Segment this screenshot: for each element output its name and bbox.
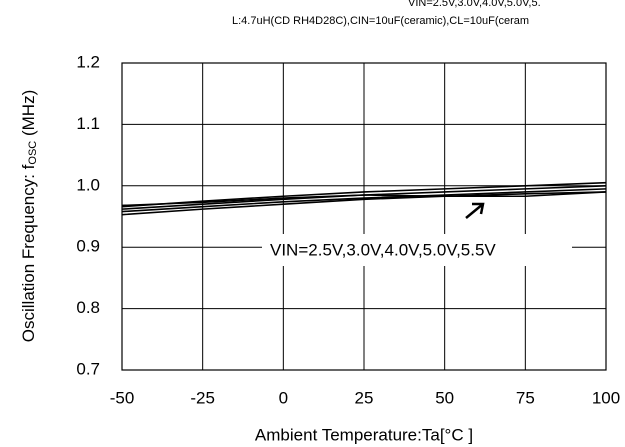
data-line [121,191,607,207]
y-axis-label: Oscillation Frequency: fOSC (MHz) [19,90,38,342]
y-tick-label: 0.8 [76,298,100,317]
data-line [121,191,607,216]
x-tick-label: -25 [190,388,215,407]
plot-frame [121,62,607,371]
y-tick-label: 1.1 [76,114,100,133]
annotation-box [262,234,572,266]
subtitle: VIN=2.5V,3.0V,4.0V,5.0V,5. [408,0,541,9]
arrow [465,202,485,219]
y-label-part: (MHz) [19,90,38,141]
x-tick-label: 100 [592,388,620,407]
data-line [121,181,607,208]
x-tick-label: 0 [279,388,288,407]
x-tick-label: 75 [516,388,535,407]
subtitle: L:4.7uH(CD RH4D28C),CIN=10uF(ceramic),CL… [232,15,529,27]
annotation: VIN=2.5V,3.0V,4.0V,5.0V,5.5V [270,240,496,259]
y-tick-label: 0.9 [76,237,100,256]
y-tick-label: 1.0 [76,175,100,194]
y-label-part: Oscillation Frequency: f [19,164,38,342]
y-label-sub: OSC [27,141,39,165]
x-tick-label: 25 [355,388,374,407]
x-tick-label: 50 [435,388,454,407]
x-tick-label: -50 [110,388,135,407]
plot-area: 0.7 0.8 0.9 1.0 1.1 1.2 -50 -25 0 25 50 75 100 [76,52,620,407]
x-axis-label: Ambient Temperature:Ta[°C ] [255,425,473,444]
y-tick-label: 0.7 [76,359,100,378]
data-line [121,188,607,213]
y-tick-label: 1.2 [76,52,100,71]
